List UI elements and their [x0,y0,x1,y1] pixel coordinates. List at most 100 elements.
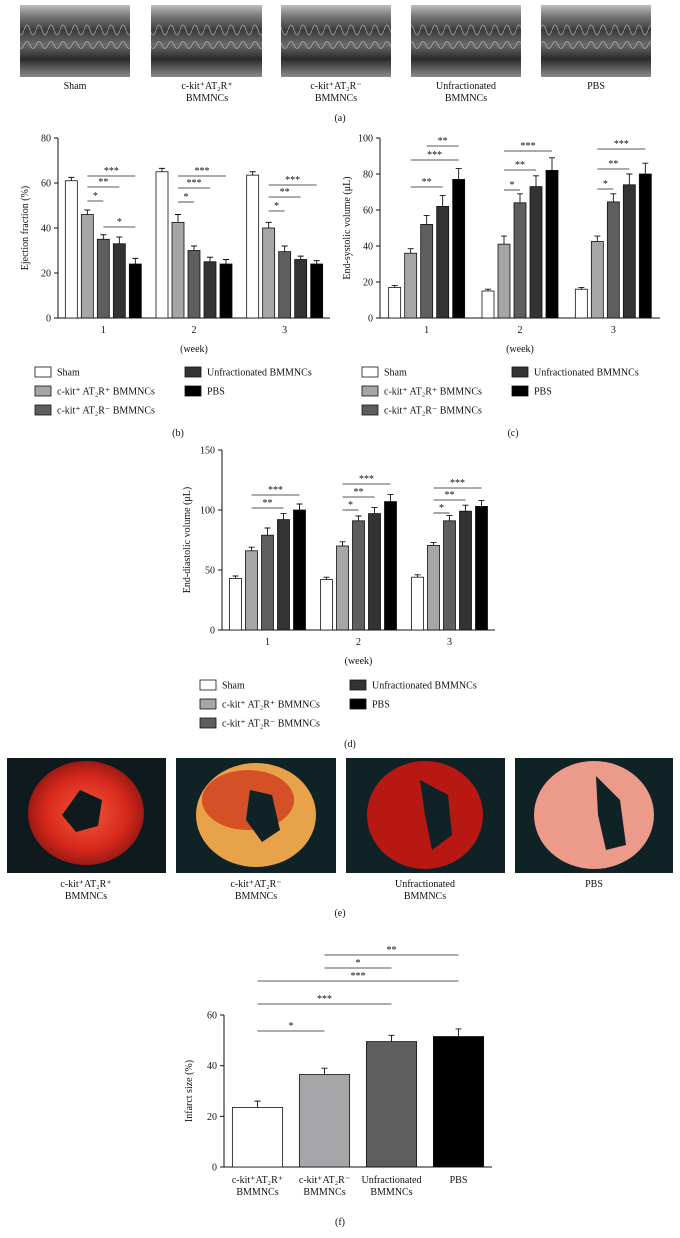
error-bar [100,234,107,240]
heart-caption: PBS [585,879,603,890]
heart-cavity [420,780,452,850]
significance-label: ** [387,945,397,956]
error-bar [191,245,197,251]
y-axis-label: Infarct size (%) [184,1060,195,1122]
y-tick-label: 0 [212,1163,217,1174]
error-bar [265,221,272,228]
significance-label: ** [354,487,364,498]
error-bar [264,527,271,536]
x-tick-label: 3 [611,325,616,336]
significance-label: *** [195,166,210,177]
panel-label: (b) [172,428,184,439]
legend-swatch [199,679,217,691]
bar [277,519,290,631]
error-bar [296,503,303,510]
legend-swatch [199,717,217,729]
bar [261,534,274,631]
bar [436,205,450,319]
legend-label: c-kit⁺ AT₂R⁻ BMMNCs [222,719,320,730]
bar [475,505,488,631]
legend-label: PBS [207,387,225,398]
error-bar [462,504,469,512]
error-bar [280,513,287,520]
error-bar [414,574,421,578]
bar [229,578,242,631]
bar [80,214,94,319]
legend-swatch [184,385,202,397]
error-bar [116,236,123,244]
error-bar [249,171,256,176]
error-bar [254,1100,261,1108]
bar [452,178,466,319]
bar [64,180,78,319]
bar [427,545,440,631]
significance-label: * [184,192,189,203]
bar [245,550,258,631]
legend-label: Sham [384,368,407,379]
bar [231,1107,284,1168]
legend-swatch [34,404,52,416]
bar [336,545,349,631]
legend-swatch [361,404,379,416]
x-tick-label: 2 [192,325,197,336]
bar [420,223,434,319]
error-bar [355,515,362,521]
x-tick-label: 1 [424,325,429,336]
significance-label: *** [614,139,629,150]
bar [262,227,276,319]
heart-caption: c-kit⁺AT₂R⁻ BMMNCs [230,879,282,902]
significance-label: *** [521,141,536,152]
echo-caption: Unfractionated BMMNCs [436,81,496,104]
error-bar [159,167,165,172]
significance-label: ** [438,136,448,147]
bar [187,250,201,319]
error-bar [313,260,320,264]
x-tick-label: c-kit⁺AT₂R⁺ BMMNCs [231,1175,284,1198]
bar [246,174,260,319]
y-tick-label: 150 [200,446,215,457]
bar [203,261,217,319]
legend-label: c-kit⁺ AT₂R⁺ BMMNCs [57,387,155,398]
error-bar [388,1034,395,1042]
error-bar [517,193,523,203]
legend-swatch [511,366,529,378]
legend-swatch [34,366,52,378]
significance-label: * [289,1021,294,1032]
error-bar [223,259,229,264]
heart-cavity [246,790,280,842]
x-tick-label: 1 [101,325,106,336]
y-tick-label: 40 [207,1061,217,1072]
error-bar [371,507,378,514]
bar [112,243,126,319]
significance-label: *** [317,994,332,1005]
x-axis-label: (week) [345,656,373,667]
error-bar [175,214,181,223]
x-tick-label: 1 [265,637,270,648]
error-bar [248,546,255,551]
significance-label: * [603,179,608,190]
error-bar [323,576,330,580]
significance-label: * [348,500,353,511]
bar [432,1036,485,1168]
significance-label: ** [280,187,290,198]
y-tick-label: 0 [210,626,215,637]
error-bar [439,195,446,207]
error-bar [407,248,414,254]
bar [171,221,185,319]
significance-label: *** [359,474,374,485]
x-tick-label: 2 [356,637,361,648]
y-tick-label: 40 [363,242,373,253]
error-bar [594,235,601,242]
y-tick-label: 20 [41,269,51,280]
heart-caption: c-kit⁺AT₂R⁺ BMMNCs [60,879,112,902]
bar [293,509,306,631]
panel-label: (f) [335,1217,345,1228]
legend-label: Unfractionated BMMNCs [207,368,312,379]
legend-label: PBS [534,387,552,398]
bar [368,513,381,631]
legend-swatch [199,698,217,710]
significance-label: *** [450,478,465,489]
y-tick-label: 0 [368,314,373,325]
echo-caption: PBS [587,81,605,92]
